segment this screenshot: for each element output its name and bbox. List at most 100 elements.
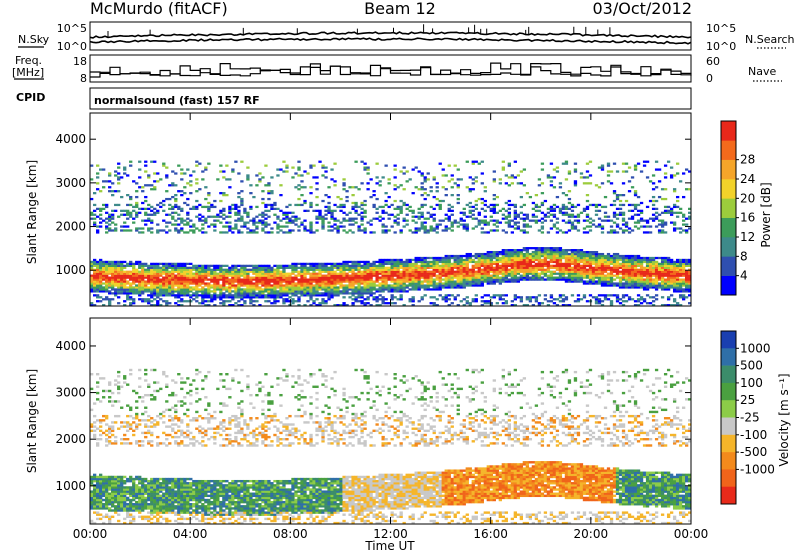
power-cell bbox=[543, 268, 548, 271]
power-cell bbox=[105, 272, 109, 275]
power-cell bbox=[591, 270, 596, 273]
power-cell bbox=[321, 288, 325, 291]
power-cell bbox=[126, 174, 130, 177]
power-cell bbox=[285, 288, 289, 291]
power-cell bbox=[441, 199, 445, 203]
power-cell bbox=[228, 215, 232, 218]
power-cell bbox=[510, 274, 514, 277]
power-cell bbox=[507, 164, 511, 167]
power-cell bbox=[219, 286, 223, 289]
power-cell bbox=[660, 264, 665, 267]
power-cell bbox=[603, 296, 608, 299]
power-cell bbox=[309, 268, 313, 271]
power-cell bbox=[504, 276, 508, 279]
power-cell bbox=[264, 280, 268, 283]
power-cell bbox=[630, 274, 635, 277]
power-cell bbox=[573, 262, 578, 266]
power-cell bbox=[639, 219, 644, 222]
power-cell bbox=[609, 300, 614, 303]
power-cell bbox=[393, 268, 397, 271]
power-cell bbox=[510, 270, 514, 273]
power-cell bbox=[282, 211, 286, 214]
freq-strip-frame bbox=[89, 54, 692, 83]
power-cell bbox=[138, 262, 142, 266]
power-cell bbox=[204, 219, 208, 222]
power-cell bbox=[657, 264, 662, 267]
power-cell bbox=[417, 274, 421, 277]
power-cell bbox=[603, 284, 608, 287]
power-cell bbox=[546, 207, 551, 211]
power-cell bbox=[318, 262, 322, 266]
power-cell bbox=[324, 270, 328, 273]
power-cell bbox=[339, 221, 343, 224]
power-cell bbox=[357, 274, 361, 277]
power-cell bbox=[333, 184, 337, 187]
power-cell bbox=[477, 262, 481, 266]
power-cell bbox=[375, 182, 379, 185]
power-cell bbox=[444, 258, 448, 262]
power-cell bbox=[642, 256, 647, 260]
power-cell bbox=[279, 194, 283, 197]
power-cell bbox=[657, 284, 662, 287]
power-cell bbox=[243, 207, 247, 211]
power-cell bbox=[90, 302, 94, 305]
power-cell bbox=[363, 290, 367, 293]
power-cell bbox=[126, 209, 130, 212]
power-cell bbox=[429, 229, 433, 232]
power-cell bbox=[531, 258, 536, 262]
power-cell bbox=[648, 260, 653, 264]
power-cell bbox=[276, 286, 280, 289]
power-cell bbox=[435, 197, 439, 201]
power-cell bbox=[201, 223, 205, 226]
power-cell bbox=[636, 221, 641, 224]
power-cell bbox=[360, 280, 364, 283]
power-cell bbox=[204, 217, 208, 220]
power-cell bbox=[519, 264, 524, 267]
power-cell bbox=[483, 219, 487, 222]
power-cell bbox=[327, 274, 331, 277]
power-cell bbox=[600, 260, 605, 264]
power-cell bbox=[144, 288, 148, 291]
power-cell bbox=[282, 298, 286, 301]
power-cell bbox=[102, 203, 106, 207]
power-cell bbox=[483, 186, 487, 189]
power-cell bbox=[318, 282, 322, 285]
power-cell bbox=[240, 215, 244, 218]
power-cell bbox=[114, 227, 118, 230]
power-cell bbox=[156, 229, 160, 232]
power-cell bbox=[96, 229, 100, 232]
power-cell bbox=[630, 280, 635, 283]
power-cell bbox=[240, 304, 244, 306]
power-cell bbox=[348, 270, 352, 273]
power-cell bbox=[426, 288, 430, 291]
power-cell bbox=[333, 209, 337, 212]
power-cell bbox=[153, 298, 157, 301]
power-cell bbox=[540, 225, 545, 228]
power-cell bbox=[507, 260, 511, 264]
power-cell bbox=[606, 274, 611, 277]
power-cell bbox=[426, 172, 430, 175]
power-cell bbox=[504, 182, 508, 185]
power-cell bbox=[573, 300, 578, 303]
power-cell bbox=[585, 170, 590, 173]
power-cell bbox=[597, 276, 602, 279]
power-cell bbox=[180, 278, 184, 281]
power-cell bbox=[93, 270, 97, 273]
power-cell bbox=[369, 276, 373, 279]
power-cell bbox=[171, 276, 175, 279]
power-cell bbox=[189, 274, 193, 277]
power-cell bbox=[180, 272, 184, 275]
power-cell bbox=[378, 264, 382, 267]
power-cell bbox=[255, 215, 259, 218]
power-cell bbox=[624, 272, 629, 275]
power-cell bbox=[588, 221, 593, 224]
power-cell bbox=[612, 211, 617, 214]
power-cell bbox=[228, 205, 232, 209]
power-cell bbox=[348, 280, 352, 283]
power-cell bbox=[600, 270, 605, 273]
power-cell bbox=[165, 266, 169, 269]
power-cell bbox=[186, 217, 190, 220]
power-cell bbox=[570, 294, 575, 297]
power-cell bbox=[582, 282, 587, 285]
power-cell bbox=[216, 288, 220, 291]
